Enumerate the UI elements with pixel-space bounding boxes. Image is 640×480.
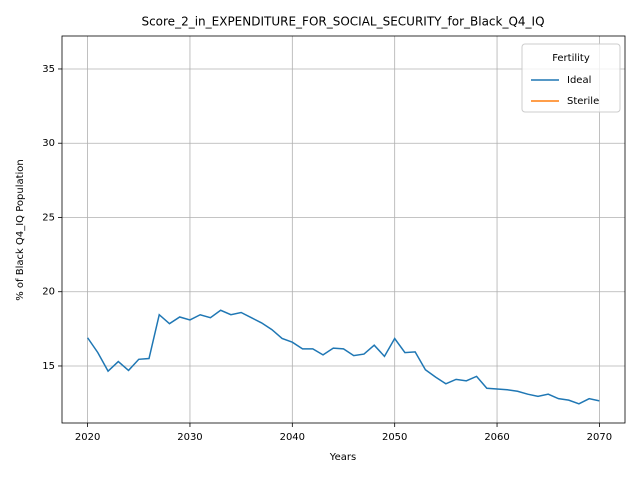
y-tick-label: 25 <box>42 212 55 223</box>
x-tick-label: 2050 <box>382 432 407 443</box>
legend-box <box>521 43 621 113</box>
axes-frame <box>61 35 626 424</box>
x-tick-label: 2040 <box>280 432 305 443</box>
y-tick-label: 20 <box>42 287 55 298</box>
legend-title: Fertility <box>552 53 590 64</box>
x-tick-label: 2030 <box>177 432 202 443</box>
y-axis-label: % of Black Q4_IQ Population <box>15 159 26 301</box>
chart-title: Score_2_in_EXPENDITURE_FOR_SOCIAL_SECURI… <box>141 15 544 29</box>
y-tick-label: 15 <box>42 361 55 372</box>
x-tick-label: 2020 <box>75 432 100 443</box>
line-series <box>86 309 600 405</box>
x-tick-label: 2060 <box>484 432 509 443</box>
legend-label: Sterile <box>567 96 599 107</box>
y-tick-label: 30 <box>42 138 55 149</box>
x-tick-label: 2070 <box>587 432 612 443</box>
y-tick-label: 35 <box>42 64 55 75</box>
legend-label: Ideal <box>567 75 591 86</box>
x-axis-label: Years <box>329 452 356 463</box>
